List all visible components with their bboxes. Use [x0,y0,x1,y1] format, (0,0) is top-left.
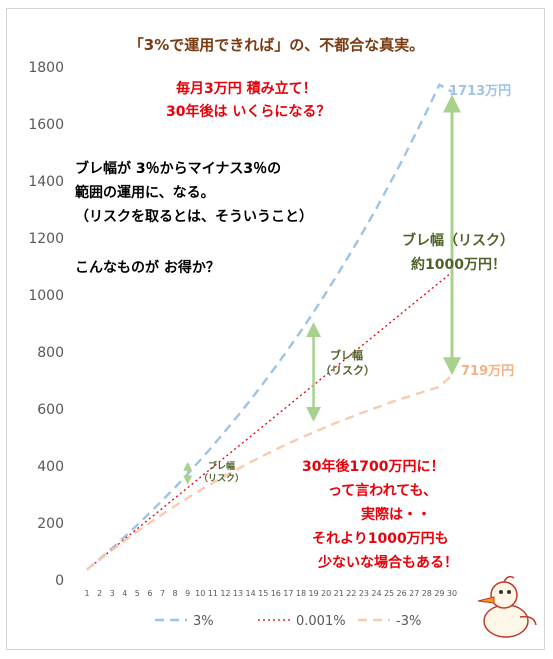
x-tick-label: 21 [334,589,344,598]
y-tick-label: 0 [55,573,64,589]
x-tick-label: 4 [122,589,127,598]
x-tick-label: 13 [233,589,243,598]
x-tick-label: 15 [258,589,268,598]
risk-mid-line-1: ブレ幅 [330,349,363,362]
x-tick-label: 6 [147,589,152,598]
x-tick-label: 19 [308,589,318,598]
x-tick-label: 26 [397,589,407,598]
x-tick-label: 25 [384,589,394,598]
x-tick-label: 23 [359,589,369,598]
y-tick-label: 1400 [28,174,64,190]
x-tick-label: 2 [97,589,102,598]
x-tick-label: 14 [246,589,256,598]
x-tick-label: 24 [371,589,381,598]
value-label-top: 1713万円 [449,84,512,99]
duck-mascot-icon [477,575,537,638]
x-tick-label: 12 [220,589,230,598]
question-line-2: 30年後は いくらになる？ [166,104,331,120]
risk-big-line-1: ブレ幅（リスク） [402,233,514,249]
note-line-5: こんなものが お得か？ [75,260,220,276]
x-tick-label: 8 [173,589,178,598]
risk-small-line-2: （リスク） [199,474,245,484]
note-line-2: 範囲の運用に、なる。 [75,185,215,201]
x-tick-label: 28 [422,589,432,598]
x-tick-label: 22 [346,589,356,598]
y-tick-label: 1600 [28,117,64,133]
x-tick-label: 18 [296,589,306,598]
chart-title: 「3%で運用できれば」の、不都合な真実。 [128,36,425,54]
value-label-bottom: 719万円 [461,364,515,379]
x-tick-label: 3 [110,589,115,598]
warning-line-3: 実際は・・ [361,507,431,523]
x-tick-label: 30 [447,589,457,598]
question-line-1: 毎月3万円 積み立て！ [176,81,317,97]
y-tick-label: 200 [37,516,64,532]
legend-label-0: 3% [193,614,214,629]
x-tick-label: 5 [135,589,140,598]
warning-line-1: 30年後1700万円に！ [302,459,445,475]
series-line-0 [86,83,453,571]
x-tick-label: 1 [84,589,89,598]
risk-big-line-2: 約1000万円！ [411,257,506,273]
x-tick-label: 10 [195,589,205,598]
y-tick-label: 600 [37,402,64,418]
y-tick-label: 1000 [28,288,64,304]
y-tick-label: 1800 [28,60,64,76]
note-line-3: （リスクを取るとは、そういうこと） [75,209,313,225]
series-line-2 [86,374,453,571]
warning-line-2: って言われても、 [328,483,438,499]
x-tick-label: 11 [208,589,218,598]
warning-line-5: 少ないな場合もある！ [318,555,458,571]
warning-line-4: それより1000万円も [312,531,449,547]
x-tick-label: 29 [434,589,444,598]
x-tick-label: 7 [160,589,165,598]
series-line-1 [86,271,453,571]
y-tick-label: 1200 [28,231,64,247]
x-tick-label: 27 [409,589,419,598]
x-tick-label: 16 [271,589,281,598]
risk-mid-line-2: （リスク） [320,364,375,377]
x-tick-label: 17 [283,589,293,598]
y-tick-label: 800 [37,345,64,361]
legend-label-2: -3% [396,614,421,629]
y-tick-label: 400 [37,459,64,475]
x-tick-label: 20 [321,589,331,598]
legend-label-1: 0.001% [296,614,346,629]
risk-small-line-1: ブレ幅 [208,462,236,472]
x-tick-label: 9 [185,589,190,598]
note-line-1: ブレ幅が 3％からマイナス3％の [75,161,282,177]
chart-frame [6,8,545,650]
